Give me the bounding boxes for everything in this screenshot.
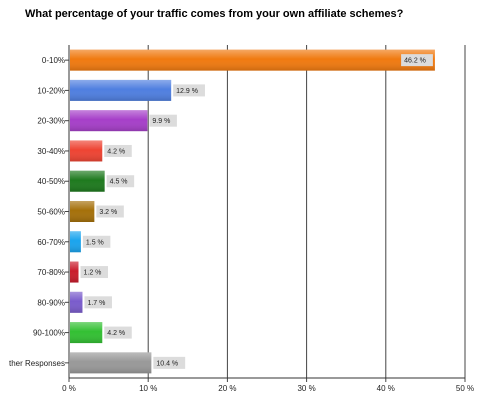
x-tick-label: 50 % bbox=[456, 384, 474, 393]
x-tick-label: 0 % bbox=[62, 384, 76, 393]
category-label: 0-10% bbox=[42, 56, 65, 65]
bar-shading bbox=[70, 201, 95, 222]
category-label: 70-80% bbox=[37, 268, 65, 277]
bar-shading bbox=[70, 291, 83, 313]
data-label-box bbox=[401, 54, 433, 67]
data-label: 9.9 % bbox=[152, 118, 170, 125]
data-label-box bbox=[153, 356, 186, 369]
bar-shading bbox=[70, 352, 152, 374]
category-label: 60-70% bbox=[37, 238, 65, 247]
category-label: 80-90% bbox=[37, 298, 65, 307]
x-tick-label: 20 % bbox=[218, 384, 236, 393]
data-label: 1.5 % bbox=[86, 239, 104, 246]
data-label-box bbox=[82, 235, 111, 248]
chart-title: What percentage of your traffic comes fr… bbox=[25, 8, 404, 20]
x-tick-label: 10 % bbox=[139, 384, 157, 393]
data-label: 4.2 % bbox=[107, 330, 125, 337]
data-label: 4.2 % bbox=[107, 148, 125, 155]
bar-shading bbox=[70, 261, 79, 283]
data-label: 1.2 % bbox=[84, 270, 102, 277]
data-label-box bbox=[106, 175, 135, 188]
data-label: 10.4 % bbox=[156, 360, 178, 367]
data-label-box bbox=[104, 326, 132, 339]
data-label-box bbox=[149, 114, 177, 127]
category-label: 40-50% bbox=[37, 177, 65, 186]
bar-shading bbox=[70, 79, 172, 101]
category-label: 90-100% bbox=[33, 329, 65, 338]
data-label-box bbox=[173, 84, 205, 97]
data-label: 12.9 % bbox=[176, 88, 198, 95]
bar-shading bbox=[70, 110, 148, 132]
data-label-box bbox=[84, 296, 112, 309]
bar-shading bbox=[70, 322, 103, 344]
grid-lines bbox=[147, 45, 466, 378]
data-label: 3.2 % bbox=[99, 209, 117, 216]
x-tick-label: 40 % bbox=[377, 384, 395, 393]
data-label-box bbox=[104, 144, 132, 157]
bars: 46.2 % 12.9 % 9.9 % 4.2 % 4.5 % 3.2 % 1.5 % 1.2… bbox=[70, 49, 435, 374]
data-label: 1.7 % bbox=[87, 300, 105, 307]
x-tick-label: 30 % bbox=[297, 384, 315, 393]
category-label: ther Responses bbox=[9, 359, 65, 368]
data-label: 46.2 % bbox=[404, 58, 426, 65]
category-label: 10-20% bbox=[37, 86, 65, 95]
bar-shading bbox=[70, 140, 103, 162]
data-label-box bbox=[80, 266, 109, 279]
category-label: 20-30% bbox=[37, 117, 65, 126]
data-label: 4.5 % bbox=[110, 179, 128, 186]
axes: 0 % 10 % 20 % 30 % 40 % 50 % 0-10% 10-20% 20-30%… bbox=[9, 45, 474, 393]
bar-shading bbox=[70, 231, 81, 253]
data-label-box bbox=[96, 205, 124, 218]
bar-shading bbox=[70, 49, 435, 71]
category-label: 30-40% bbox=[37, 147, 65, 156]
category-label: 50-60% bbox=[37, 208, 65, 217]
bar-shading bbox=[70, 170, 105, 192]
